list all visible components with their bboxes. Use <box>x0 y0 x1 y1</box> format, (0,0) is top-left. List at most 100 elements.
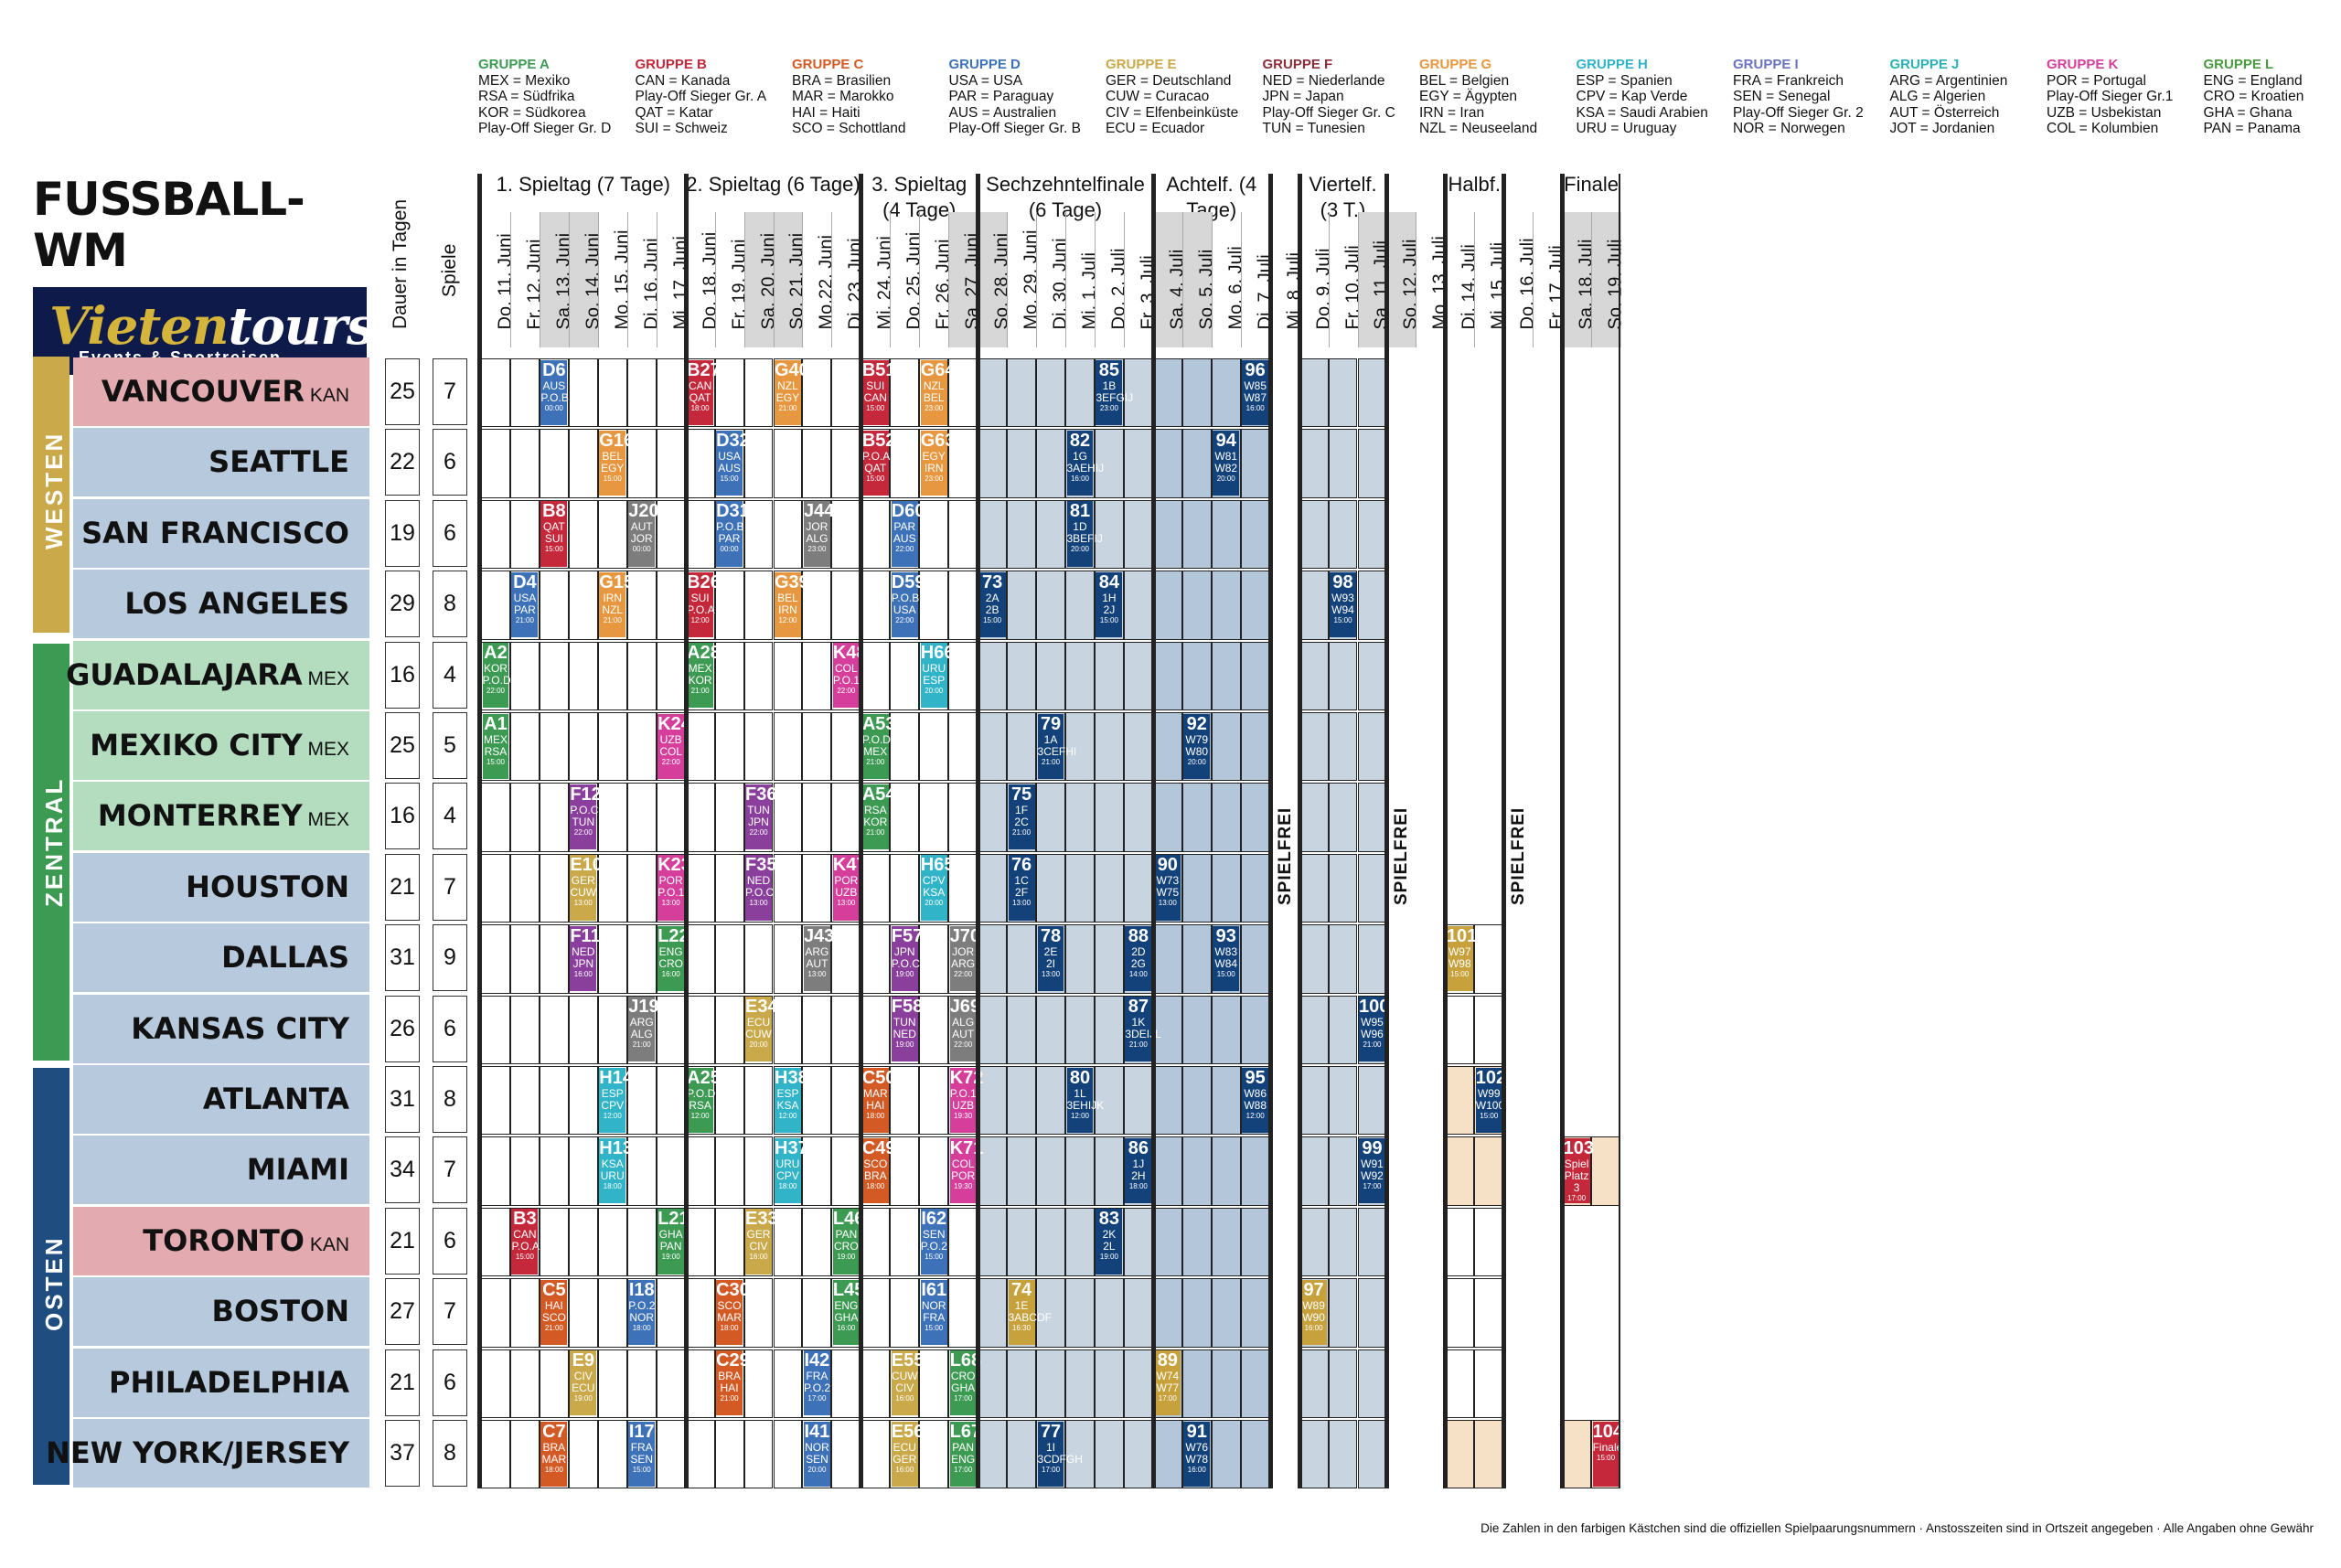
brand-name-a: Vieten <box>49 296 230 357</box>
grid-cell <box>773 358 803 428</box>
grid-cell <box>1065 1349 1095 1418</box>
grid-cell <box>919 995 949 1064</box>
match-number: 81 <box>1069 501 1091 522</box>
grid-cell <box>1328 924 1358 994</box>
grid-cell <box>890 571 920 640</box>
match-time: 16:00 <box>661 969 680 978</box>
match-time: 13:00 <box>807 969 827 978</box>
duration-days: 19 <box>385 499 420 567</box>
grid-cell <box>1299 853 1329 923</box>
match-team-2: Platz 3 <box>1564 1168 1589 1194</box>
duration-days: 21 <box>385 853 420 921</box>
legend-entry: RSA = Südfrika <box>478 89 575 104</box>
match-team-2: W94 <box>1331 603 1354 616</box>
duration-days: 31 <box>385 1066 420 1133</box>
match-box: I18 P.O.2 NOR 18:00 <box>628 1279 655 1346</box>
duration-days: 25 <box>385 358 420 425</box>
region-westen: WESTEN <box>33 357 69 633</box>
match-team-2: AUS <box>718 461 741 475</box>
match-time: 21:00 <box>866 757 885 766</box>
legend-group-title: GRUPPE I <box>1733 57 1799 72</box>
grid-cell <box>539 783 569 852</box>
grid-cell <box>773 429 803 498</box>
match-time: 23:00 <box>925 403 944 412</box>
phase-header: Halbf. <box>1448 173 1502 196</box>
grid-cell <box>1036 853 1065 923</box>
grid-cell <box>802 712 832 782</box>
match-team-1: W76 <box>1185 1440 1209 1454</box>
grid-cell <box>890 1349 920 1418</box>
grid-cell <box>802 924 832 994</box>
games-count: 8 <box>433 571 467 638</box>
rest-day-label: SPIELFREI <box>1392 806 1412 905</box>
match-box: 79 1A 3CEFHI 21:00 <box>1037 713 1076 779</box>
grid-cell <box>481 1066 510 1136</box>
match-box: L67 PAN ENG 17:00 <box>949 1421 981 1487</box>
grid-cell <box>509 358 540 428</box>
match-time: 22:00 <box>954 969 973 978</box>
match-box: K71 COL POR 19:30 <box>949 1137 983 1204</box>
duration-days: 29 <box>385 571 420 638</box>
grid-cell <box>714 995 744 1064</box>
match-team-1: Finale <box>1592 1440 1623 1454</box>
grid-cell <box>978 995 1008 1064</box>
column-divider <box>683 174 689 1489</box>
match-team-2: NZL <box>602 603 624 616</box>
grid-cell <box>656 499 686 570</box>
grid-cell <box>919 853 949 923</box>
grid-cell <box>1357 358 1387 428</box>
match-time: 21:00 <box>690 687 710 696</box>
grid-cell <box>1445 1066 1475 1136</box>
grid-cell <box>626 924 657 994</box>
match-team-1: P.O.B <box>891 591 920 604</box>
match-number: F12 <box>570 784 602 805</box>
grid-cell <box>890 641 920 710</box>
match-team-1: P.O.C <box>570 803 599 816</box>
match-team-1: ESP <box>776 1086 799 1100</box>
city-row: SEATTLE <box>73 428 369 497</box>
match-box: F58 TUN NED 19:00 <box>891 997 923 1062</box>
legend-group-title: GRUPPE D <box>948 57 1021 72</box>
grid-cell <box>743 1349 774 1418</box>
grid-cell <box>773 783 803 852</box>
match-team-2: W75 <box>1156 886 1180 900</box>
grid-cell <box>626 853 657 923</box>
match-box: 88 2D 2G 14:00 <box>1125 925 1152 992</box>
match-time: 18:00 <box>603 1181 622 1190</box>
legend-group: GRUPPE B CAN = Kanada Play-Off Sieger Gr. … <box>636 57 767 137</box>
match-team-1: SUI <box>866 379 885 392</box>
grid-cell <box>685 924 715 994</box>
match-team-2: W92 <box>1361 1168 1384 1182</box>
match-number: G39 <box>775 571 809 592</box>
grid-cell <box>1240 1349 1270 1418</box>
legend-entry: ARG = Argentinien <box>1889 72 2008 89</box>
match-team-2: GHA <box>951 1381 976 1395</box>
date-header: Do. 2. Juli <box>1094 212 1128 347</box>
match-time: 17:00 <box>954 1465 973 1474</box>
match-team-2: P.O.A <box>511 1240 540 1253</box>
match-time: 19:00 <box>895 1040 914 1050</box>
match-number: I41 <box>804 1421 830 1442</box>
grid-cell <box>1007 358 1037 428</box>
match-team-2: HAI <box>720 1381 739 1395</box>
match-box: D60 PAR AUS 22:00 <box>891 501 925 567</box>
grid-cell <box>1211 358 1241 428</box>
match-box: B27 CAN QAT 18:00 <box>687 359 721 425</box>
grid-cell <box>656 1420 686 1489</box>
grid-cell <box>685 429 715 498</box>
legend-entry: JPN = Japan <box>1262 89 1344 104</box>
match-time: 20:00 <box>1187 757 1206 766</box>
date-header: Do. 25. Juni <box>890 212 925 347</box>
legend-group-title: GRUPPE H <box>1576 57 1648 72</box>
match-number: F36 <box>745 784 777 805</box>
grid-cell <box>743 712 774 782</box>
logo: FUSSBALL-WM Vietentours Events & Sportre… <box>33 174 376 375</box>
grid-cell <box>890 783 920 852</box>
match-number: 99 <box>1362 1137 1383 1158</box>
match-time: 21:00 <box>515 615 534 624</box>
grid-cell <box>481 924 510 994</box>
match-number: C7 <box>542 1421 566 1442</box>
games-count: 7 <box>433 1278 467 1346</box>
match-team-2: W84 <box>1214 956 1238 970</box>
match-team-1: GER <box>746 1228 771 1242</box>
